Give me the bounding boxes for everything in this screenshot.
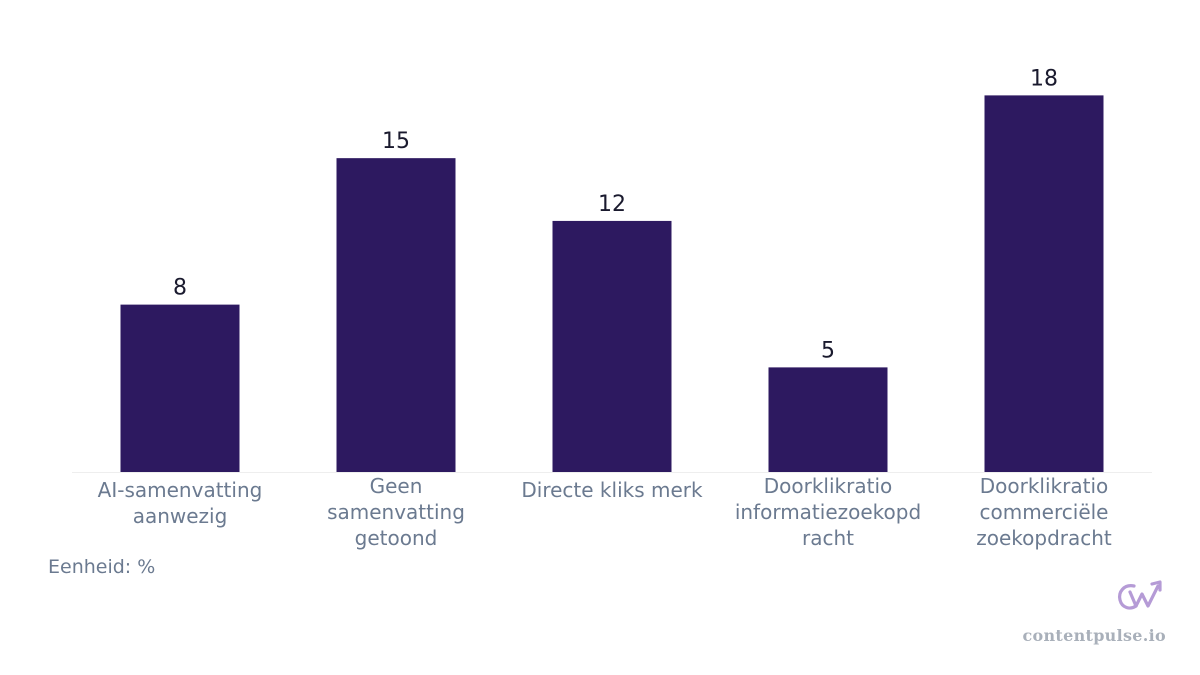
bar (336, 158, 456, 472)
bar (768, 367, 888, 472)
bar (984, 95, 1104, 472)
x-tick-label: AI-samenvatting aanwezig (98, 478, 263, 528)
data-label: 15 (382, 129, 410, 154)
data-label: 18 (1030, 66, 1058, 91)
x-tick-label: Geen samenvatting getoond (327, 474, 465, 550)
x-tick-label: Directe kliks merk (521, 478, 703, 502)
x-tick-label: Doorklikratio informatiezoekopd racht (735, 474, 921, 550)
x-tick-label: Doorklikratio commerciële zoekopdracht (976, 474, 1112, 550)
data-label: 8 (173, 276, 187, 301)
contentpulse-logo-icon (1118, 580, 1162, 610)
bar (552, 220, 672, 472)
data-label: 12 (598, 192, 626, 217)
data-label: 5 (821, 338, 835, 363)
unit-note: Eenheid: % (48, 556, 156, 578)
bar (120, 304, 240, 472)
brand-name: contentpulse.io (1022, 626, 1166, 645)
